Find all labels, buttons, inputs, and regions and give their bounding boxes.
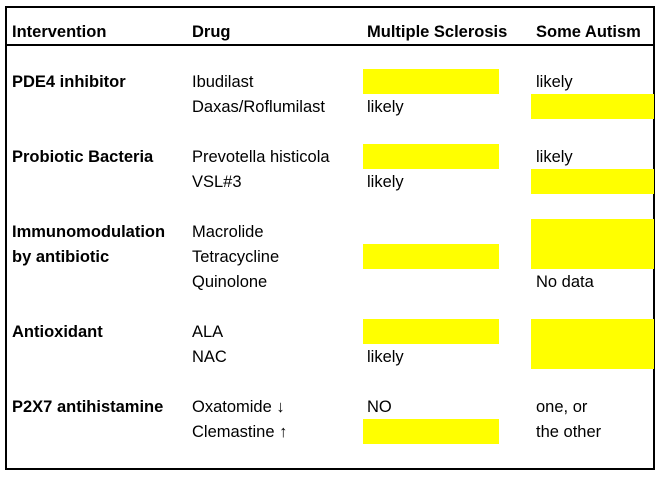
autism-highlight-cell <box>531 169 654 194</box>
autism-value: the other <box>536 423 602 441</box>
autism-value: one, or <box>536 398 588 416</box>
intervention-label: Probiotic Bacteria <box>12 148 154 166</box>
header-some-autism: Some Autism <box>536 23 641 41</box>
autism-highlight-cell <box>531 344 654 369</box>
autism-value: likely <box>536 148 573 166</box>
intervention-label: PDE4 inhibitor <box>12 73 126 91</box>
ms-value: NO <box>367 398 392 416</box>
intervention-label: Immunomodulation <box>12 223 166 241</box>
drug-name: Daxas/Roflumilast <box>192 98 325 116</box>
autism-highlight-cell <box>531 219 654 244</box>
intervention-label: Antioxidant <box>12 323 103 341</box>
ms-highlight-cell <box>363 244 499 269</box>
drug-name: Tetracycline <box>192 248 280 266</box>
drug-name: Clemastine ↑ <box>192 423 288 441</box>
drug-name: Ibudilast <box>192 73 254 91</box>
ms-value: likely <box>367 98 404 116</box>
header-divider <box>5 44 655 46</box>
ms-highlight-cell <box>363 69 499 94</box>
ms-value: likely <box>367 348 404 366</box>
table-frame <box>5 6 655 470</box>
autism-value: No data <box>536 273 594 291</box>
autism-highlight-cell <box>531 244 654 269</box>
autism-value: likely <box>536 73 573 91</box>
ms-value: likely <box>367 173 404 191</box>
header-multiple-sclerosis: Multiple Sclerosis <box>367 23 508 41</box>
intervention-label: by antibiotic <box>12 248 110 266</box>
autism-highlight-cell <box>531 94 654 119</box>
ms-highlight-cell <box>363 319 499 344</box>
intervention-label: P2X7 antihistamine <box>12 398 164 416</box>
autism-highlight-cell <box>531 319 654 344</box>
drug-name: VSL#3 <box>192 173 242 191</box>
drug-name: Macrolide <box>192 223 264 241</box>
drug-name: Quinolone <box>192 273 268 291</box>
header-drug: Drug <box>192 23 231 41</box>
drug-name: Oxatomide ↓ <box>192 398 285 416</box>
header-intervention: Intervention <box>12 23 107 41</box>
ms-highlight-cell <box>363 419 499 444</box>
drug-name: NAC <box>192 348 227 366</box>
drug-name: ALA <box>192 323 224 341</box>
ms-highlight-cell <box>363 144 499 169</box>
drug-name: Prevotella histicola <box>192 148 330 166</box>
